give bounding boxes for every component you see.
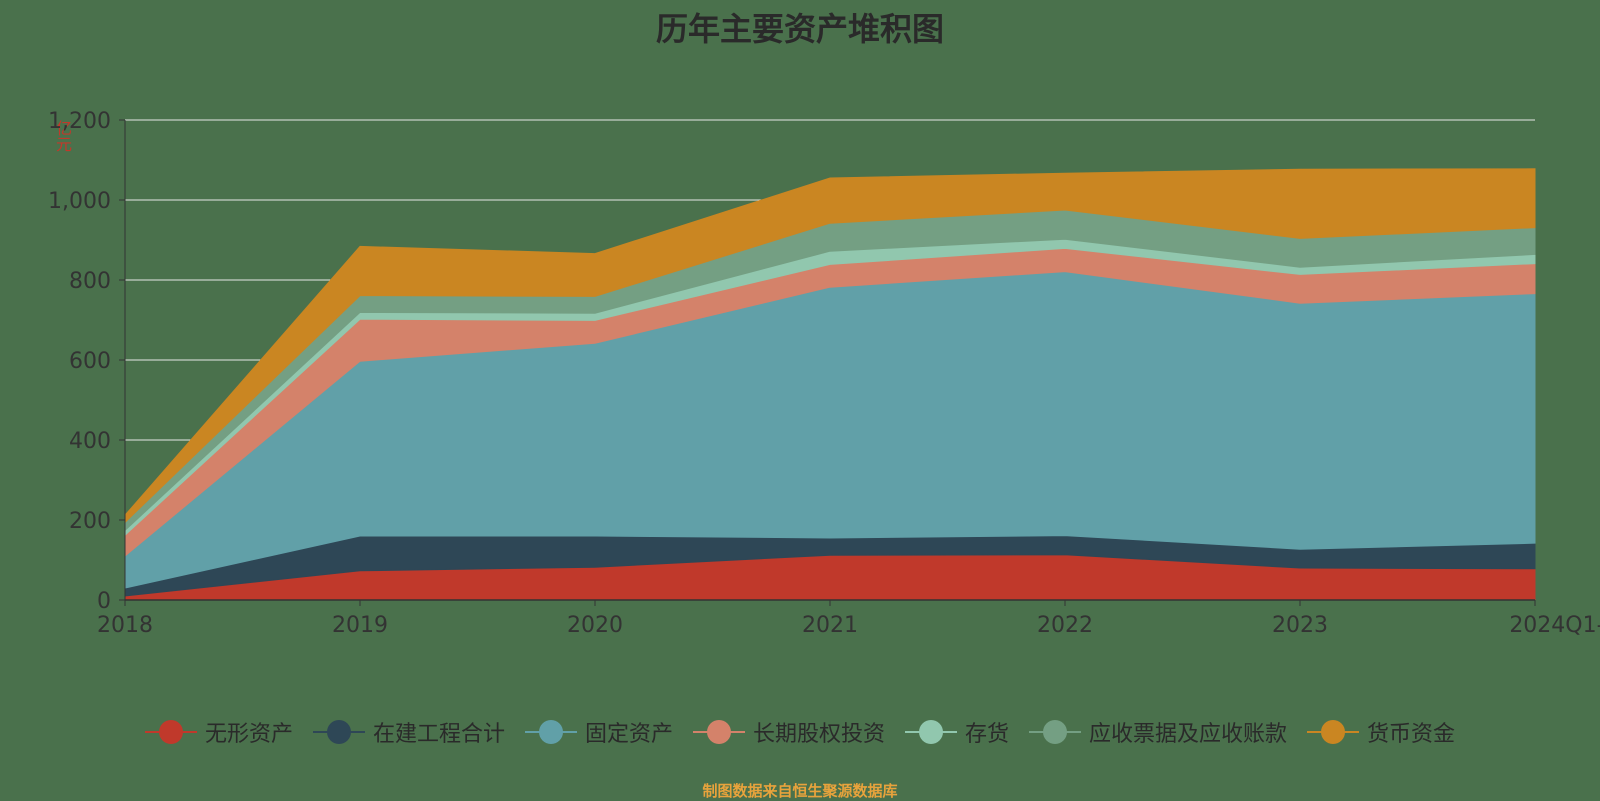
legend-label: 长期股权投资 <box>753 716 885 748</box>
legend-label: 无形资产 <box>205 716 293 748</box>
legend-marker-icon <box>1307 720 1359 744</box>
legend: 无形资产 在建工程合计 固定资产 长期股权投资 存货 应收票据及应收账款 货币资金 <box>0 716 1600 748</box>
legend-marker-icon <box>905 720 957 744</box>
legend-label: 货币资金 <box>1367 716 1455 748</box>
y-tick-label: 1,000 <box>48 189 111 214</box>
legend-item[interactable]: 在建工程合计 <box>313 716 505 748</box>
x-tick-label: 2023 <box>1272 613 1328 638</box>
legend-item[interactable]: 货币资金 <box>1307 716 1455 748</box>
x-tick-label: 2019 <box>332 613 388 638</box>
legend-marker-icon <box>693 720 745 744</box>
legend-label: 存货 <box>965 716 1009 748</box>
legend-item[interactable]: 长期股权投资 <box>693 716 885 748</box>
y-tick-label: 400 <box>69 429 111 454</box>
legend-label: 在建工程合计 <box>373 716 505 748</box>
legend-marker-icon <box>525 720 577 744</box>
y-tick-label: 600 <box>69 349 111 374</box>
legend-item[interactable]: 存货 <box>905 716 1009 748</box>
legend-item[interactable]: 固定资产 <box>525 716 673 748</box>
legend-item[interactable]: 无形资产 <box>145 716 293 748</box>
legend-marker-icon <box>313 720 365 744</box>
y-tick-label: 0 <box>97 589 111 614</box>
area-layers <box>125 169 1535 600</box>
x-tick-label: 2022 <box>1037 613 1093 638</box>
legend-item[interactable]: 应收票据及应收账款 <box>1029 716 1287 748</box>
y-tick-label: 800 <box>69 269 111 294</box>
x-tick-label: 2024Q1-Q3 <box>1509 613 1600 638</box>
legend-label: 应收票据及应收账款 <box>1089 716 1287 748</box>
y-tick-label: 200 <box>69 509 111 534</box>
legend-label: 固定资产 <box>585 716 673 748</box>
x-tick-label: 2018 <box>97 613 153 638</box>
y-tick-label: 1,200 <box>48 109 111 134</box>
legend-marker-icon <box>145 720 197 744</box>
x-tick-label: 2021 <box>802 613 858 638</box>
legend-marker-icon <box>1029 720 1081 744</box>
source-note: 制图数据来自恒生聚源数据库 <box>0 780 1600 801</box>
x-tick-label: 2020 <box>567 613 623 638</box>
